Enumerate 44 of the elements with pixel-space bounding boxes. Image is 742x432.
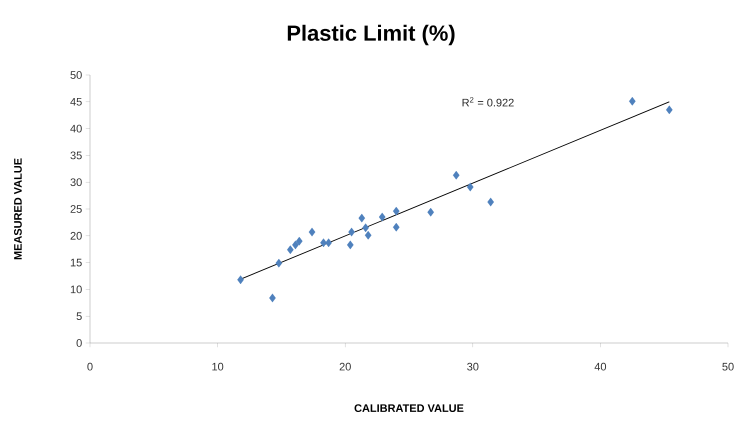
annotation: R$^{2}$ = 0.922 (462, 97, 514, 107)
point (237, 275, 244, 284)
point (308, 228, 316, 236)
point (358, 214, 366, 222)
point (666, 105, 673, 114)
point (392, 222, 400, 232)
point (364, 230, 372, 240)
point (325, 238, 332, 248)
point (362, 223, 369, 232)
y-axis-title: MEASURED VALUE (14, 158, 22, 260)
point (296, 236, 303, 246)
point (378, 212, 386, 222)
point (276, 258, 282, 268)
y-tick-label: 25 (70, 205, 82, 213)
point (628, 96, 636, 106)
point (286, 245, 294, 254)
point (466, 182, 474, 192)
point (452, 170, 460, 180)
y-tick-label: 0 (76, 339, 82, 347)
y-tick-label: 30 (70, 178, 82, 186)
point (292, 240, 299, 250)
point (392, 206, 400, 216)
y-tick-label: 40 (70, 124, 82, 132)
point (320, 238, 327, 248)
y-tick-label: 35 (70, 152, 82, 160)
point (269, 294, 276, 302)
point (427, 208, 434, 217)
y-tick-label: 15 (70, 258, 82, 266)
point (346, 240, 354, 250)
y-tick-label: 10 (70, 286, 82, 294)
x-tick-label: 40 (594, 362, 606, 371)
x-tick-label: 0 (87, 362, 93, 371)
y-tick-label: 45 (70, 98, 82, 106)
x-axis-title: CALIBRATED VALUE (354, 404, 464, 412)
y-tick-label: 5 (76, 312, 82, 320)
x-tick-label: 20 (340, 362, 351, 371)
x-tick-label: 50 (722, 362, 734, 371)
point (487, 198, 494, 206)
x-tick-label: 30 (467, 362, 478, 371)
point (348, 228, 355, 236)
chart-title: Plastic Limit (%) (288, 24, 455, 46)
x-tick-label: 10 (212, 362, 224, 371)
y-tick-label: 50 (70, 71, 82, 79)
y-tick-label: 20 (70, 232, 82, 240)
